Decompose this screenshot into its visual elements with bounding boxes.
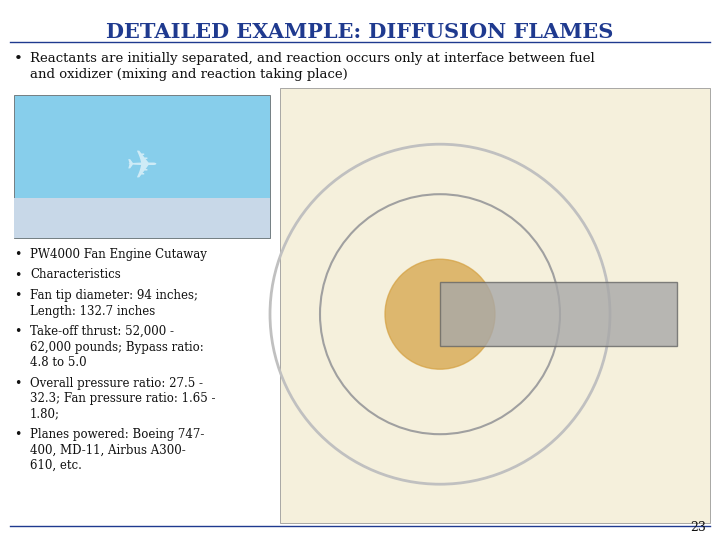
- Text: 4.8 to 5.0: 4.8 to 5.0: [30, 356, 86, 369]
- Text: Take-off thrust: 52,000 -: Take-off thrust: 52,000 -: [30, 325, 174, 338]
- Text: ✈: ✈: [126, 147, 158, 186]
- Text: Overall pressure ratio: 27.5 -: Overall pressure ratio: 27.5 -: [30, 376, 203, 389]
- Text: •: •: [14, 428, 22, 441]
- Bar: [14, 198, 270, 238]
- Text: Length: 132.7 inches: Length: 132.7 inches: [30, 305, 156, 318]
- Text: •: •: [14, 376, 22, 389]
- Text: PW4000 Fan Engine Cutaway: PW4000 Fan Engine Cutaway: [30, 248, 207, 261]
- Text: Characteristics: Characteristics: [30, 268, 121, 281]
- Text: 400, MD-11, Airbus A300-: 400, MD-11, Airbus A300-: [30, 443, 186, 456]
- Text: Reactants are initially separated, and reaction occurs only at interface between: Reactants are initially separated, and r…: [30, 52, 595, 65]
- Bar: [440, 282, 677, 346]
- Text: •: •: [14, 268, 22, 281]
- Text: •: •: [14, 248, 22, 261]
- Text: DETAILED EXAMPLE: DIFFUSION FLAMES: DETAILED EXAMPLE: DIFFUSION FLAMES: [107, 22, 613, 42]
- Text: Fan tip diameter: 94 inches;: Fan tip diameter: 94 inches;: [30, 289, 198, 302]
- Text: •: •: [14, 289, 22, 302]
- Bar: [280, 88, 710, 523]
- Text: •: •: [14, 52, 23, 66]
- Text: 610, etc.: 610, etc.: [30, 459, 82, 472]
- Text: 32.3; Fan pressure ratio: 1.65 -: 32.3; Fan pressure ratio: 1.65 -: [30, 392, 215, 405]
- Text: •: •: [14, 325, 22, 338]
- Text: 23: 23: [690, 521, 706, 534]
- Circle shape: [385, 259, 495, 369]
- Text: 62,000 pounds; Bypass ratio:: 62,000 pounds; Bypass ratio:: [30, 341, 204, 354]
- Bar: [14, 95, 270, 238]
- Text: and oxidizer (mixing and reaction taking place): and oxidizer (mixing and reaction taking…: [30, 68, 348, 81]
- Text: 1.80;: 1.80;: [30, 408, 60, 421]
- Text: Planes powered: Boeing 747-: Planes powered: Boeing 747-: [30, 428, 204, 441]
